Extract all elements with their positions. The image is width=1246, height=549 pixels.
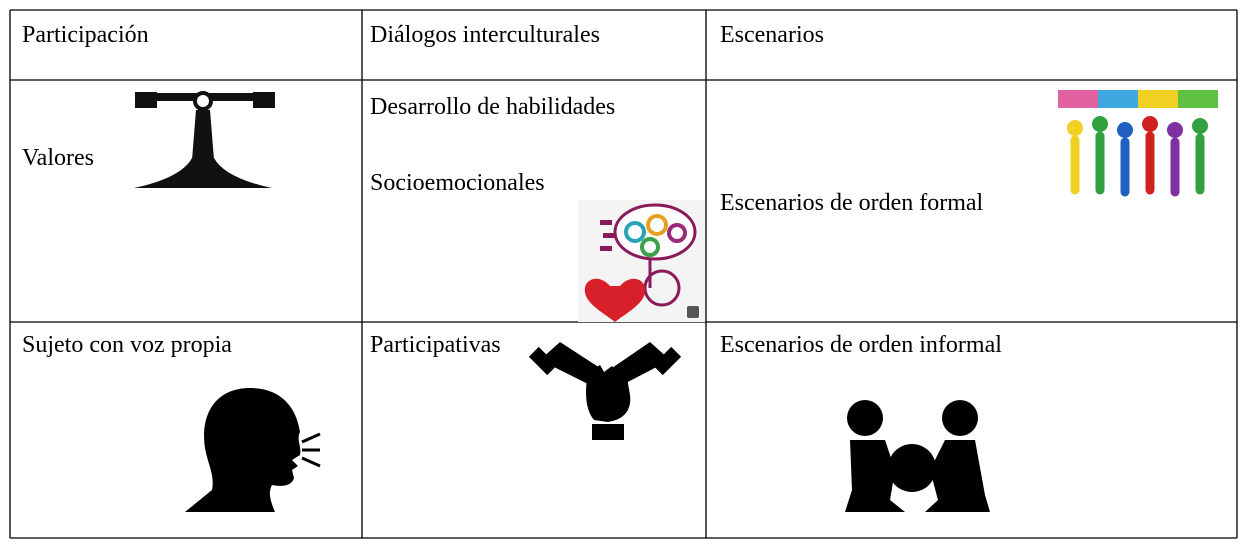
brain-icon [578, 200, 705, 322]
header-cell: Escenarios [720, 22, 824, 48]
cell-text: Escenarios de orden formal [720, 190, 984, 216]
cell-text: Socioemocionales [370, 170, 545, 196]
balance-icon [134, 91, 275, 188]
cell-text: Escenarios de orden informal [720, 332, 1002, 358]
cell-text: Valores [22, 145, 94, 171]
speaking-head-icon [185, 388, 321, 512]
cell-text: Desarrollo de habilidades [370, 94, 615, 120]
cell-text: Participativas [370, 332, 501, 358]
hands-icon [528, 342, 682, 440]
cell-text: Sujeto con voz propia [22, 332, 232, 358]
kids-icon [845, 400, 990, 512]
header-cell: Diálogos interculturales [370, 22, 600, 48]
header-cell: Participación [22, 22, 149, 48]
people-icon [1058, 90, 1218, 197]
